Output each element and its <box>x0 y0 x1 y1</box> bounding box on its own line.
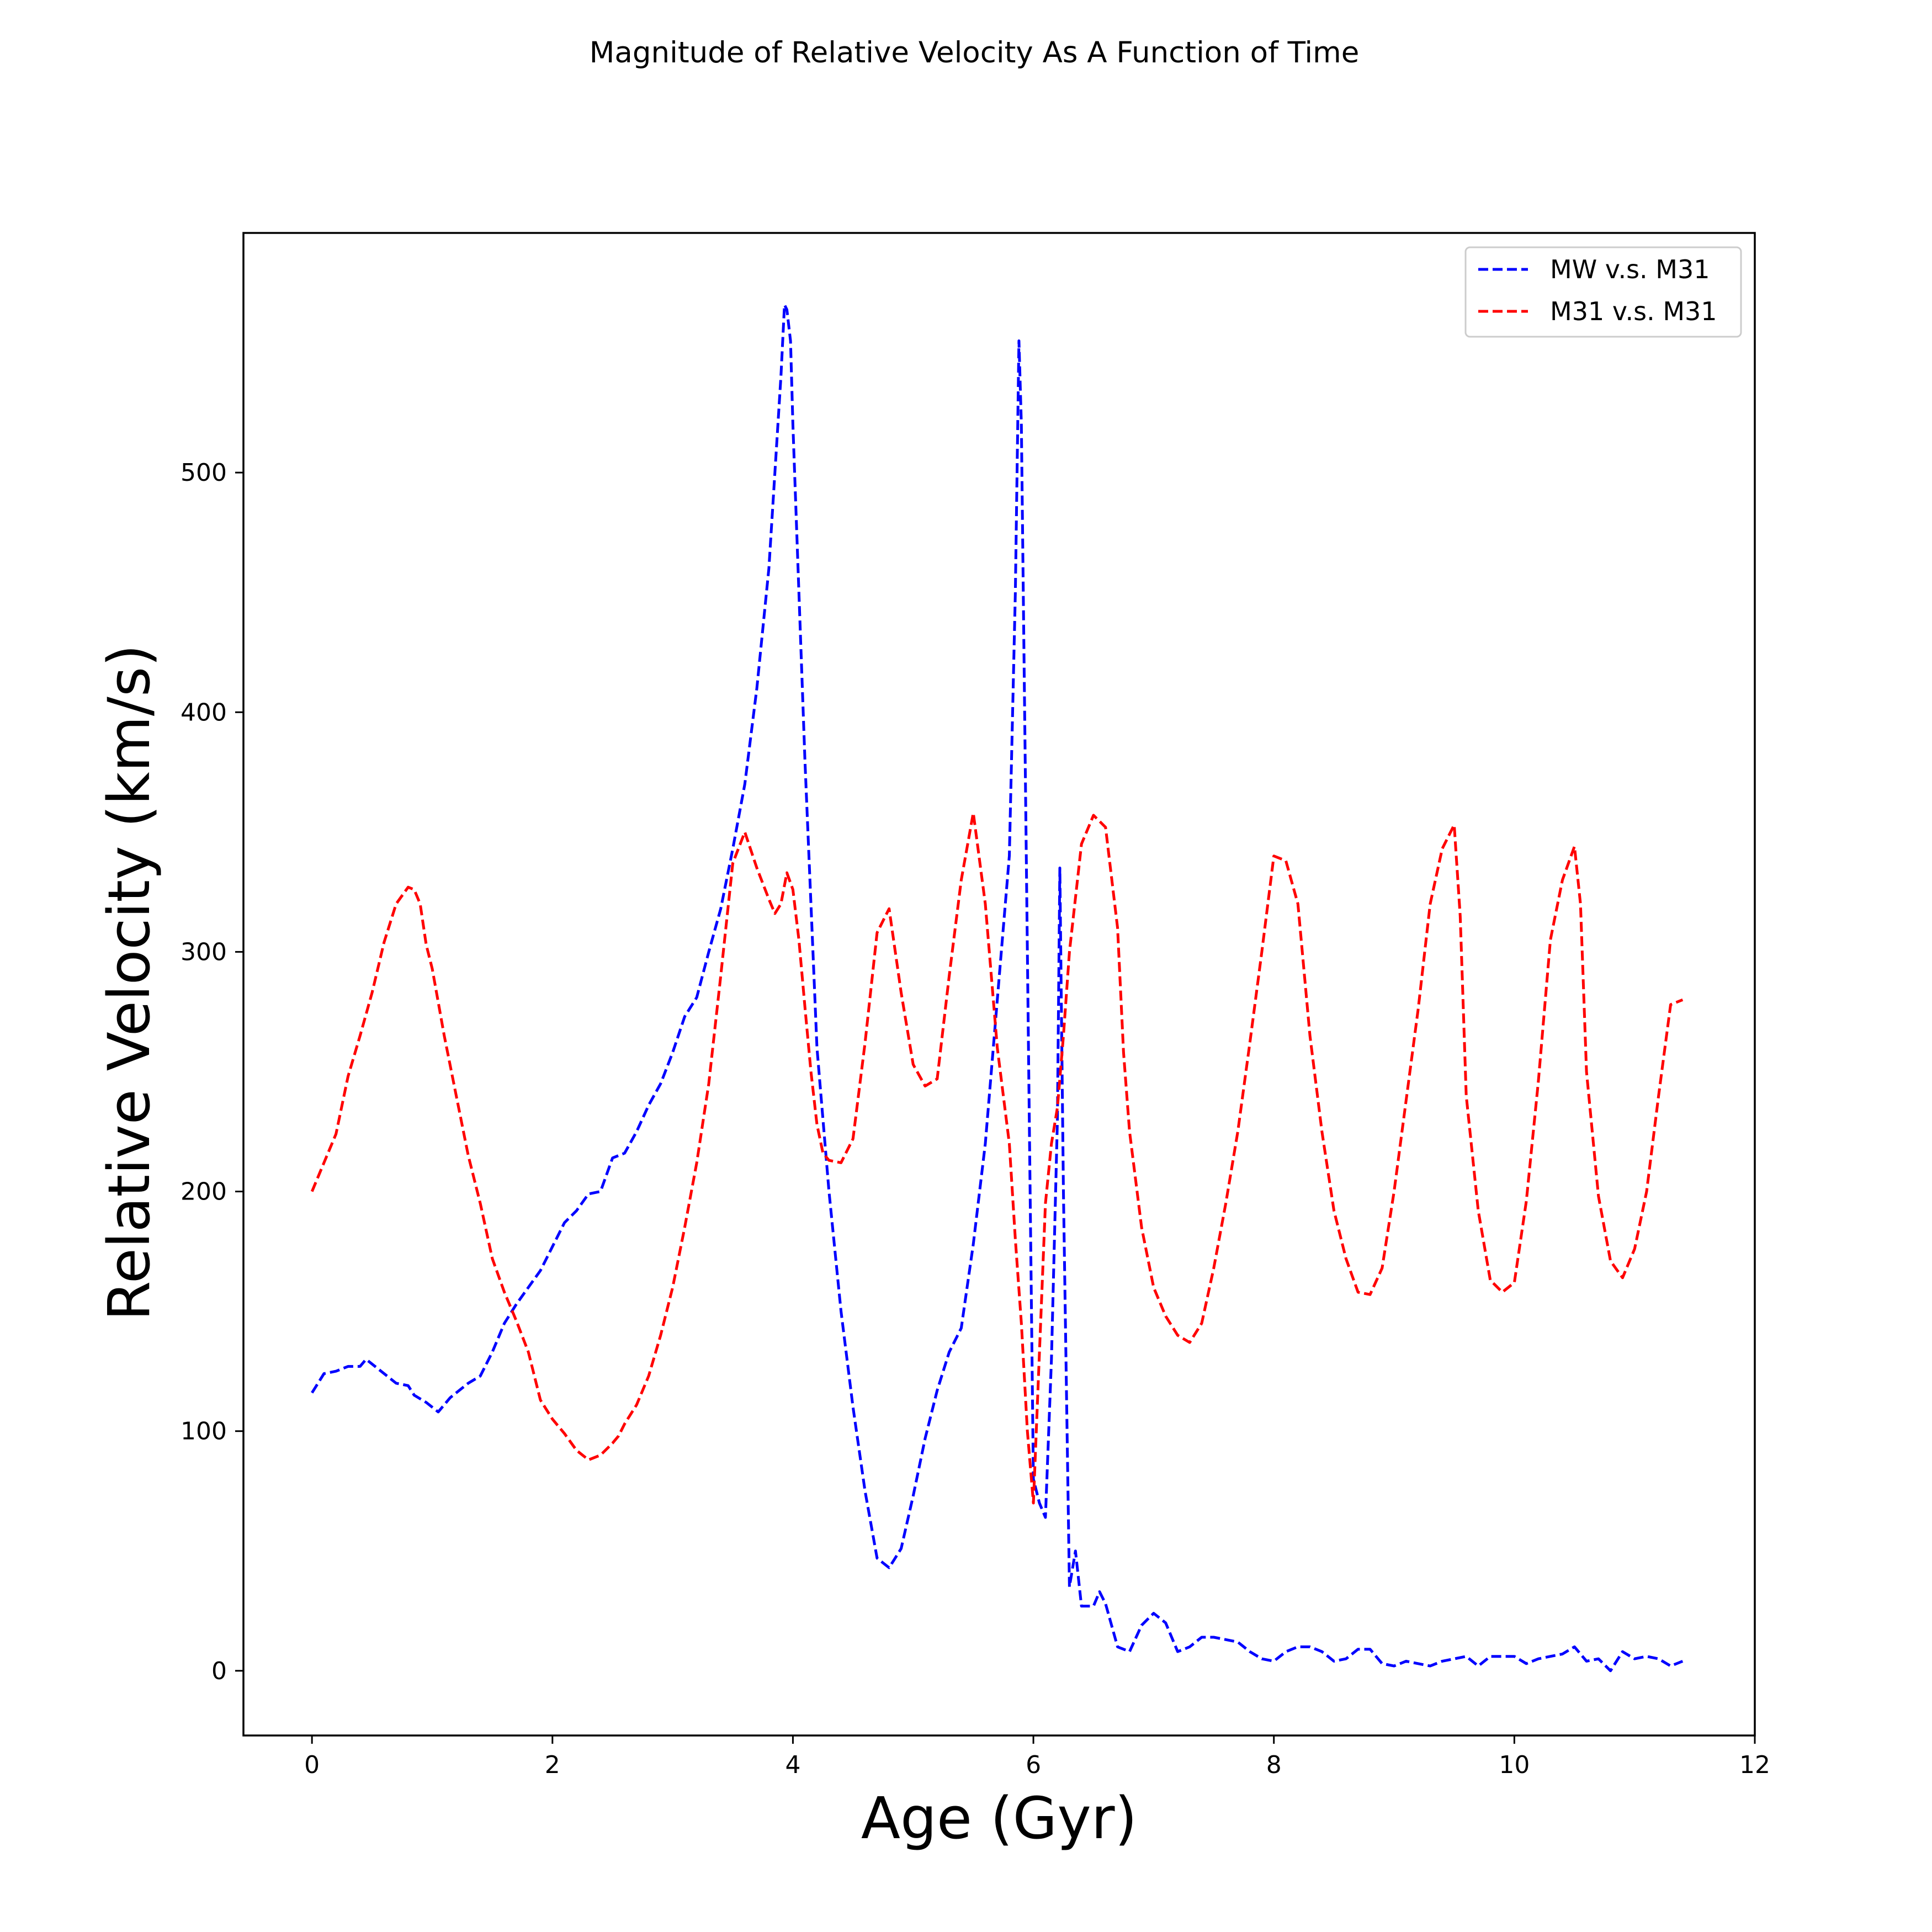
x-tick-label: 10 <box>1499 1751 1530 1779</box>
series-line-m31-v-s-m31 <box>310 811 1684 1505</box>
x-tick-label: 12 <box>1739 1751 1770 1779</box>
x-axis-ticks: 0 2 4 6 8 10 12 <box>304 1735 1770 1779</box>
x-tick-label: 0 <box>304 1751 320 1779</box>
y-axis-label: Relative Velocity (km/s) <box>95 644 163 1320</box>
legend-label-mw-vs-m31: MW v.s. M31 <box>1550 254 1710 284</box>
series-line-mw-v-s-m31 <box>311 303 1684 1673</box>
y-tick-label: 300 <box>181 938 227 966</box>
x-axis-label: Age (Gyr) <box>861 1785 1137 1852</box>
x-tick-label: 6 <box>1026 1751 1041 1779</box>
x-tick-label: 4 <box>785 1751 800 1779</box>
y-tick-label: 500 <box>181 459 227 487</box>
legend-box <box>1464 246 1742 338</box>
y-tick-label: 200 <box>181 1178 227 1206</box>
y-axis-ticks: 0 100 200 300 400 500 <box>181 459 243 1685</box>
legend-label-m31-vs-m31: M31 v.s. M31 <box>1550 296 1717 326</box>
y-tick-label: 0 <box>211 1657 227 1685</box>
series-layer <box>310 303 1684 1673</box>
x-tick-label: 2 <box>545 1751 560 1779</box>
y-tick-label: 400 <box>181 698 227 726</box>
x-tick-label: 8 <box>1266 1751 1282 1779</box>
y-tick-label: 100 <box>181 1418 227 1446</box>
legend: MW v.s. M31 M31 v.s. M31 <box>1464 246 1742 338</box>
plot-area-frame <box>242 232 1756 1737</box>
chart-title: Magnitude of Relative Velocity As A Func… <box>590 36 1360 70</box>
